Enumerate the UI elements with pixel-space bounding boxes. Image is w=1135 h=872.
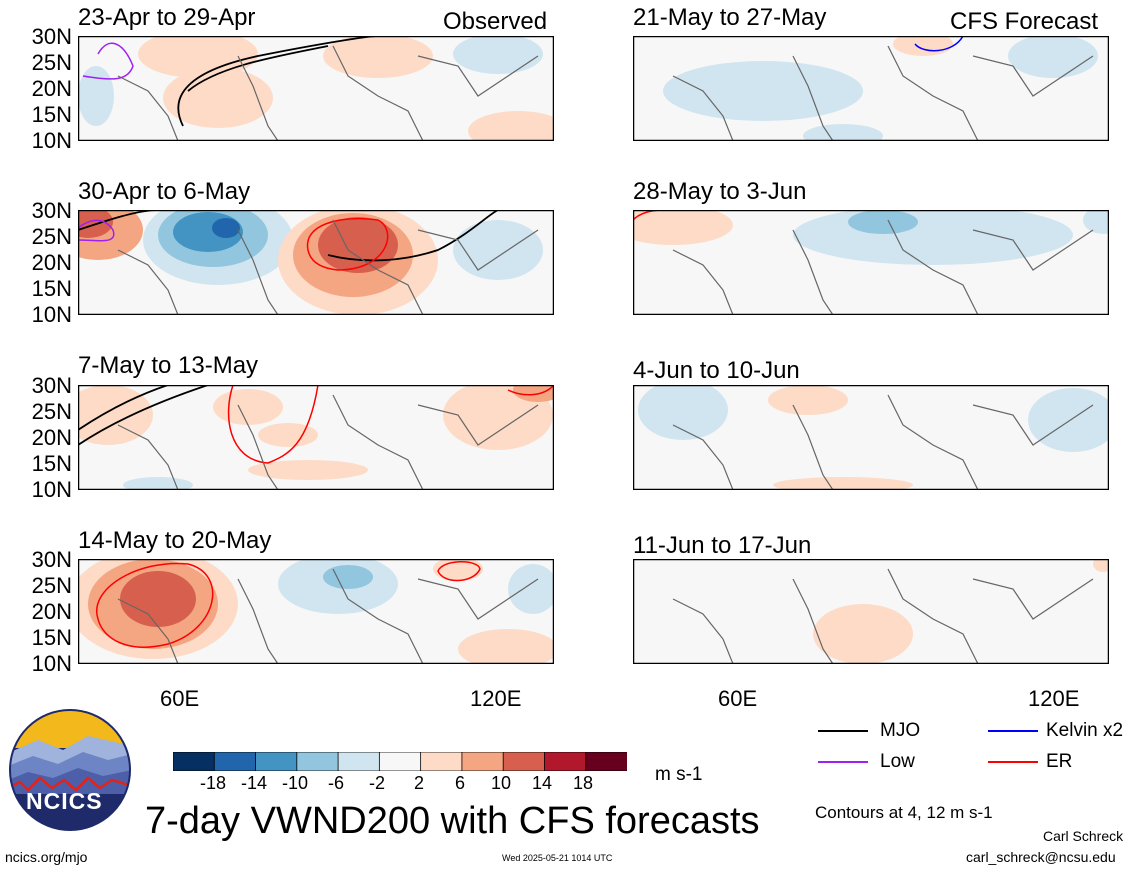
colorbar-tick-label: 14 (532, 773, 553, 793)
lat-label: 25N (31, 224, 72, 249)
panel-title-7: 4-Jun to 10-Jun (633, 357, 800, 384)
colorbar-segment (420, 751, 463, 772)
colorbar-tick-label: -2 (369, 773, 386, 793)
lat-label: 20N (31, 425, 72, 450)
timestamp: Wed 2025-05-21 1014 UTC (502, 853, 613, 863)
lat-label: 15N (31, 451, 72, 476)
panel-title-4: 14-May to 20-May (78, 527, 272, 554)
colorbar-segment (255, 751, 298, 772)
lat-label: 10N (31, 477, 72, 502)
lat-label: 15N (31, 625, 72, 650)
colorbar-segment (213, 751, 257, 772)
colorbar (172, 751, 628, 772)
lat-label: 30N (31, 198, 72, 223)
colorbar-segment (337, 751, 381, 772)
panel-title-5: 21-May to 27-May (633, 4, 827, 31)
lat-label: 10N (31, 651, 72, 676)
colorbar-segment (585, 751, 628, 772)
legend-swatch-kelvin (988, 730, 1038, 732)
lat-label: 25N (31, 50, 72, 75)
author-name: Carl Schreck (1043, 828, 1124, 844)
map-panel-4 (78, 559, 554, 664)
legend-label-mjo: MJO (880, 720, 921, 741)
lat-label: 20N (31, 599, 72, 624)
observed-label: Observed (443, 8, 548, 35)
map-panel-7 (633, 385, 1109, 490)
legend-swatch-mjo (818, 730, 868, 732)
colorbar-segment (502, 751, 546, 772)
colorbar-unit: m s-1 (655, 764, 703, 785)
colorbar-segment (461, 751, 505, 772)
map-panel-2 (78, 210, 554, 315)
lat-label: 20N (31, 250, 72, 275)
map-panel-5 (633, 36, 1109, 141)
legend-swatch-er (988, 761, 1038, 763)
colorbar-segment (296, 751, 339, 772)
colorbar-segment (544, 751, 587, 772)
panel-title-2: 30-Apr to 6-May (78, 178, 251, 205)
lat-label: 15N (31, 276, 72, 301)
colorbar-tick-label: 18 (573, 773, 594, 793)
legend-label-er: ER (1046, 751, 1073, 772)
lat-label: 10N (31, 302, 72, 327)
lat-label: 30N (31, 373, 72, 398)
lon-label: 120E (470, 686, 522, 711)
lat-label: 30N (31, 24, 72, 49)
main-title: 7-day VWND200 with CFS forecasts (145, 800, 760, 842)
colorbar-tick-label: -14 (241, 773, 268, 793)
map-panel-3 (78, 385, 554, 490)
colorbar-tick-label: -18 (200, 773, 227, 793)
legend-label-kelvin: Kelvin x2 (1046, 720, 1124, 741)
lon-label: 120E (1028, 686, 1080, 711)
author-email[interactable]: carl_schreck@ncsu.edu (966, 849, 1116, 865)
colorbar-segment (172, 751, 216, 772)
lat-label: 25N (31, 573, 72, 598)
panel-title-6: 28-May to 3-Jun (633, 178, 807, 205)
panel-title-1: 23-Apr to 29-Apr (78, 4, 256, 31)
website-link[interactable]: ncics.org/mjo (5, 849, 88, 865)
colorbar-segment (378, 751, 422, 772)
logo-text: NCICS (26, 788, 103, 814)
colorbar-tick-label: 10 (491, 773, 512, 793)
colorbar-tick-label: 6 (455, 773, 466, 793)
lat-label: 15N (31, 102, 72, 127)
lat-label: 25N (31, 399, 72, 424)
panel-title-3: 7-May to 13-May (78, 352, 259, 379)
legend-label-low: Low (880, 751, 915, 772)
lon-label: 60E (718, 686, 758, 711)
map-panel-6 (633, 210, 1109, 315)
colorbar-tick-label: 2 (414, 773, 425, 793)
legend-swatch-low (818, 761, 868, 763)
ncics-logo (8, 708, 132, 832)
lat-label: 20N (31, 76, 72, 101)
map-panel-8 (633, 559, 1109, 664)
colorbar-tick-label: -6 (328, 773, 345, 793)
lon-label: 60E (160, 686, 200, 711)
map-panel-1 (78, 36, 554, 141)
panel-title-8: 11-Jun to 17-Jun (633, 532, 812, 559)
contours-note: Contours at 4, 12 m s-1 (815, 803, 993, 822)
lat-label: 30N (31, 547, 72, 572)
lat-label: 10N (31, 128, 72, 153)
cfs-forecast-label: CFS Forecast (950, 8, 1099, 35)
colorbar-tick-label: -10 (282, 773, 309, 793)
